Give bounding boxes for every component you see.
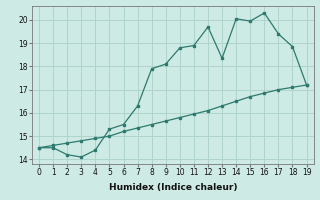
X-axis label: Humidex (Indice chaleur): Humidex (Indice chaleur) [108,183,237,192]
